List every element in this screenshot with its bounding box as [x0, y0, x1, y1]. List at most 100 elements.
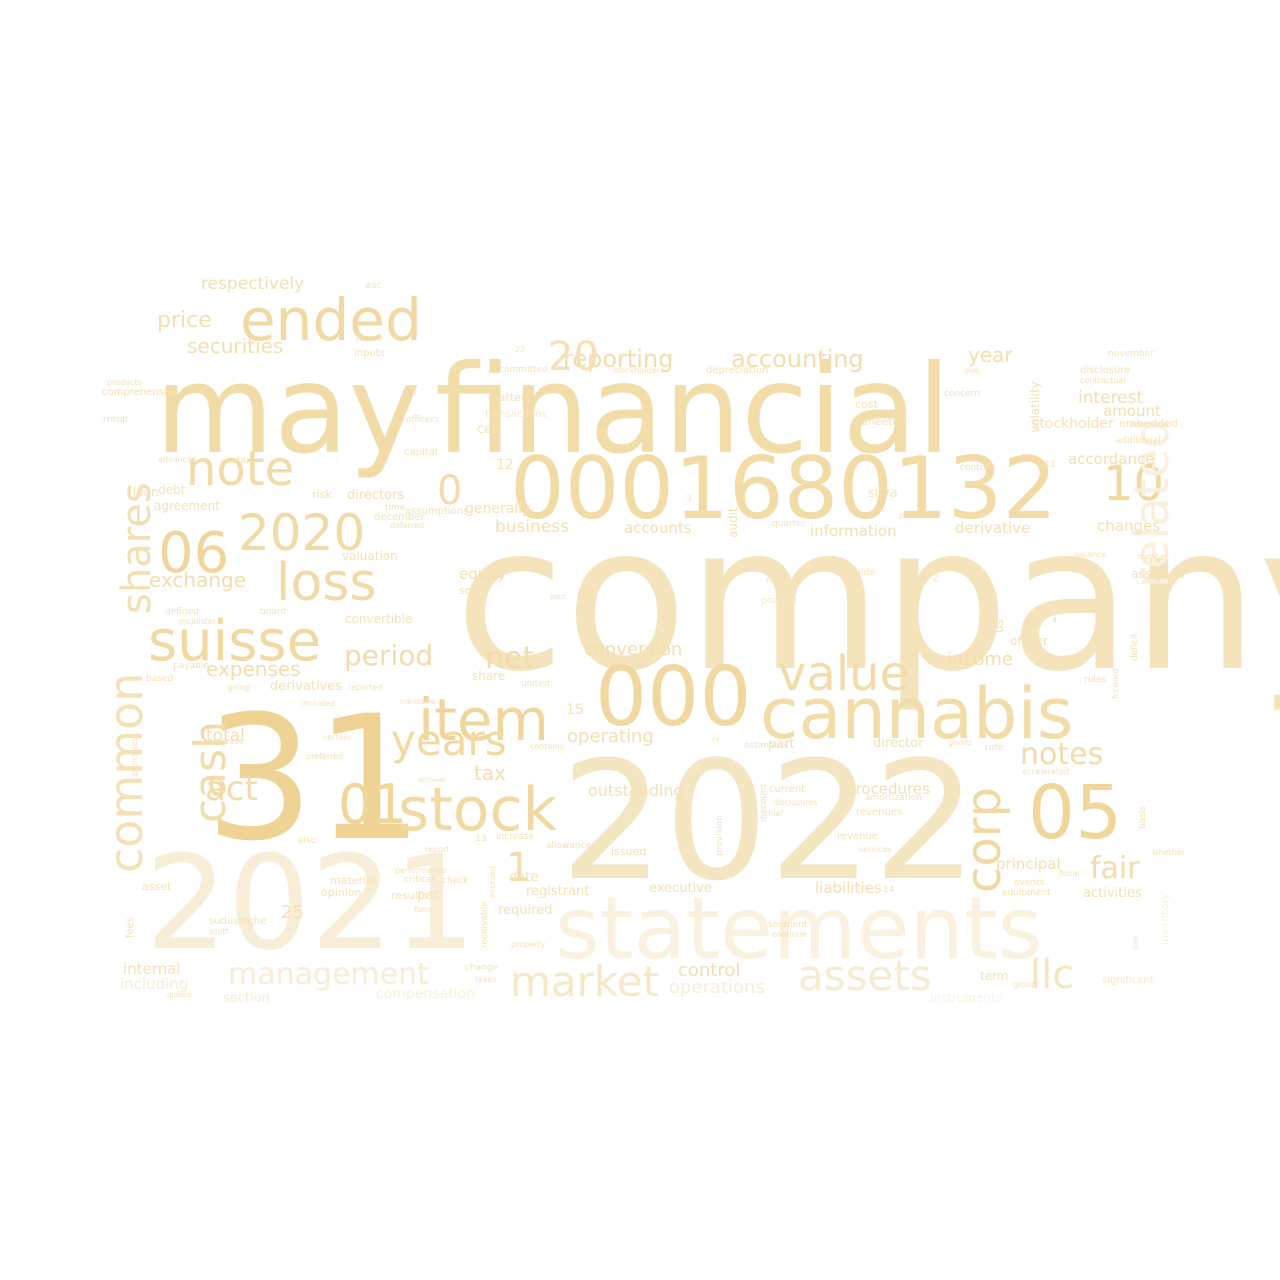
cloud-word: basis — [1138, 806, 1148, 829]
cloud-word: activities — [1083, 886, 1142, 901]
cloud-word: stockholders — [613, 366, 664, 375]
cloud-word: cost — [855, 398, 879, 411]
cloud-word: quarter — [772, 519, 806, 529]
cloud-word: group — [1013, 980, 1036, 989]
cloud-word: check — [442, 876, 469, 886]
cloud-word: 11 — [1044, 460, 1055, 470]
cloud-word: principal — [996, 855, 1061, 873]
cloud-word: compensation — [376, 986, 475, 1002]
cloud-word: disclosure — [1080, 365, 1130, 376]
cloud-word: significant — [1102, 975, 1154, 986]
cloud-word: preferred — [306, 752, 343, 761]
cloud-word: accelerated — [1022, 767, 1069, 776]
cloud-word: share — [472, 669, 505, 683]
cloud-word: control — [678, 960, 740, 981]
cloud-word: 000 — [595, 650, 752, 745]
cloud-word: assets — [798, 951, 932, 1000]
cloud-word: receivable — [480, 901, 490, 948]
cloud-word: rate — [985, 743, 1004, 753]
cloud-word: valuation — [342, 549, 398, 563]
cloud-word: tax — [474, 761, 506, 785]
cloud-word: 01 — [338, 773, 407, 836]
cloud-word: balance — [1075, 550, 1107, 559]
cloud-word: defined — [165, 607, 199, 617]
cloud-word: information — [810, 522, 897, 540]
cloud-word: fair — [1090, 851, 1140, 886]
cloud-word: continue — [772, 930, 807, 939]
cloud-word: form — [414, 905, 433, 914]
cloud-word: depreciation — [706, 365, 768, 376]
cloud-word: deferred — [390, 521, 424, 530]
cloud-word: financial — [435, 339, 951, 481]
cloud-word: allowance — [546, 841, 592, 851]
cloud-word: principles — [130, 737, 139, 776]
cloud-word: accounts — [624, 519, 692, 537]
cloud-word: advances — [158, 455, 196, 464]
cloud-word: operating — [567, 726, 654, 747]
cloud-word: years — [391, 716, 507, 765]
cloud-word: also — [298, 836, 317, 846]
cloud-word: value — [778, 646, 909, 702]
cloud-word: accrued — [488, 866, 497, 898]
cloud-word: ended — [240, 286, 422, 354]
cloud-word: ceo — [477, 422, 500, 437]
cloud-word: directors — [347, 488, 404, 503]
cloud-word: 10 — [1103, 456, 1164, 512]
cloud-word: going — [227, 683, 249, 692]
cloud-word: discount — [759, 783, 769, 822]
cloud-word: exchange — [149, 568, 246, 592]
cloud-word: contractual — [1080, 376, 1125, 385]
cloud-word: note — [186, 441, 294, 497]
cloud-word: 22 — [515, 345, 525, 354]
cloud-word: following — [766, 576, 802, 585]
cloud-word: 12 — [496, 457, 514, 473]
cloud-word: conversion — [584, 639, 682, 660]
cloud-word: securities — [187, 334, 283, 358]
cloud-word: officers — [406, 415, 439, 425]
cloud-word: material — [330, 874, 376, 887]
cloud-word: concern — [944, 389, 980, 399]
cloud-word: november — [1108, 349, 1154, 359]
cloud-word: mcalister — [179, 617, 217, 626]
cloud-word: sold — [459, 584, 482, 597]
cloud-word: goods — [948, 738, 972, 747]
cloud-word: registrant — [526, 884, 589, 899]
cloud-word: 06 — [158, 521, 229, 586]
cloud-word: generally — [465, 501, 530, 517]
cloud-word: internal — [123, 960, 181, 978]
cloud-word: critical — [404, 875, 434, 885]
cloud-word: reported — [348, 683, 382, 692]
cloud-word: suisse — [148, 609, 321, 674]
cloud-word: market — [510, 957, 659, 1006]
cloud-word: 2020 — [238, 504, 365, 562]
cloud-word: fiscal — [1059, 869, 1080, 878]
cloud-word: including — [120, 975, 188, 993]
cloud-word: events — [1014, 878, 1045, 888]
cloud-word: payable — [173, 661, 209, 671]
cloud-word: change — [465, 963, 499, 973]
cloud-word: nandana — [400, 697, 435, 706]
cloud-word: products — [107, 378, 142, 387]
cloud-word: notes — [1020, 737, 1103, 772]
cloud-word: accordance — [1068, 450, 1154, 468]
cloud-word: 15 — [566, 702, 584, 718]
cloud-word: property — [511, 940, 546, 949]
cloud-word: provide — [841, 568, 875, 578]
cloud-word: agreement — [154, 499, 220, 513]
cloud-word: silva — [868, 486, 898, 501]
cloud-word: reporting — [563, 345, 673, 373]
cloud-word: executive — [649, 881, 712, 896]
cloud-word: whether — [1152, 848, 1186, 857]
cloud-word: amount — [1103, 402, 1161, 420]
cloud-word: 05 — [1028, 770, 1122, 856]
cloud-word: matters — [488, 391, 531, 404]
cloud-word: united — [521, 679, 550, 689]
cloud-word: cannabis — [760, 673, 1073, 755]
cloud-word: pursuant — [899, 511, 935, 520]
cloud-word: rule — [931, 566, 940, 582]
cloud-word: 0 — [437, 468, 462, 514]
cloud-word: transactions — [485, 409, 547, 420]
word-cloud-words: companymayfinancial3120222021statements0… — [99, 274, 1280, 1006]
cloud-word: contains — [530, 742, 564, 751]
cloud-word: 3 — [686, 494, 692, 504]
